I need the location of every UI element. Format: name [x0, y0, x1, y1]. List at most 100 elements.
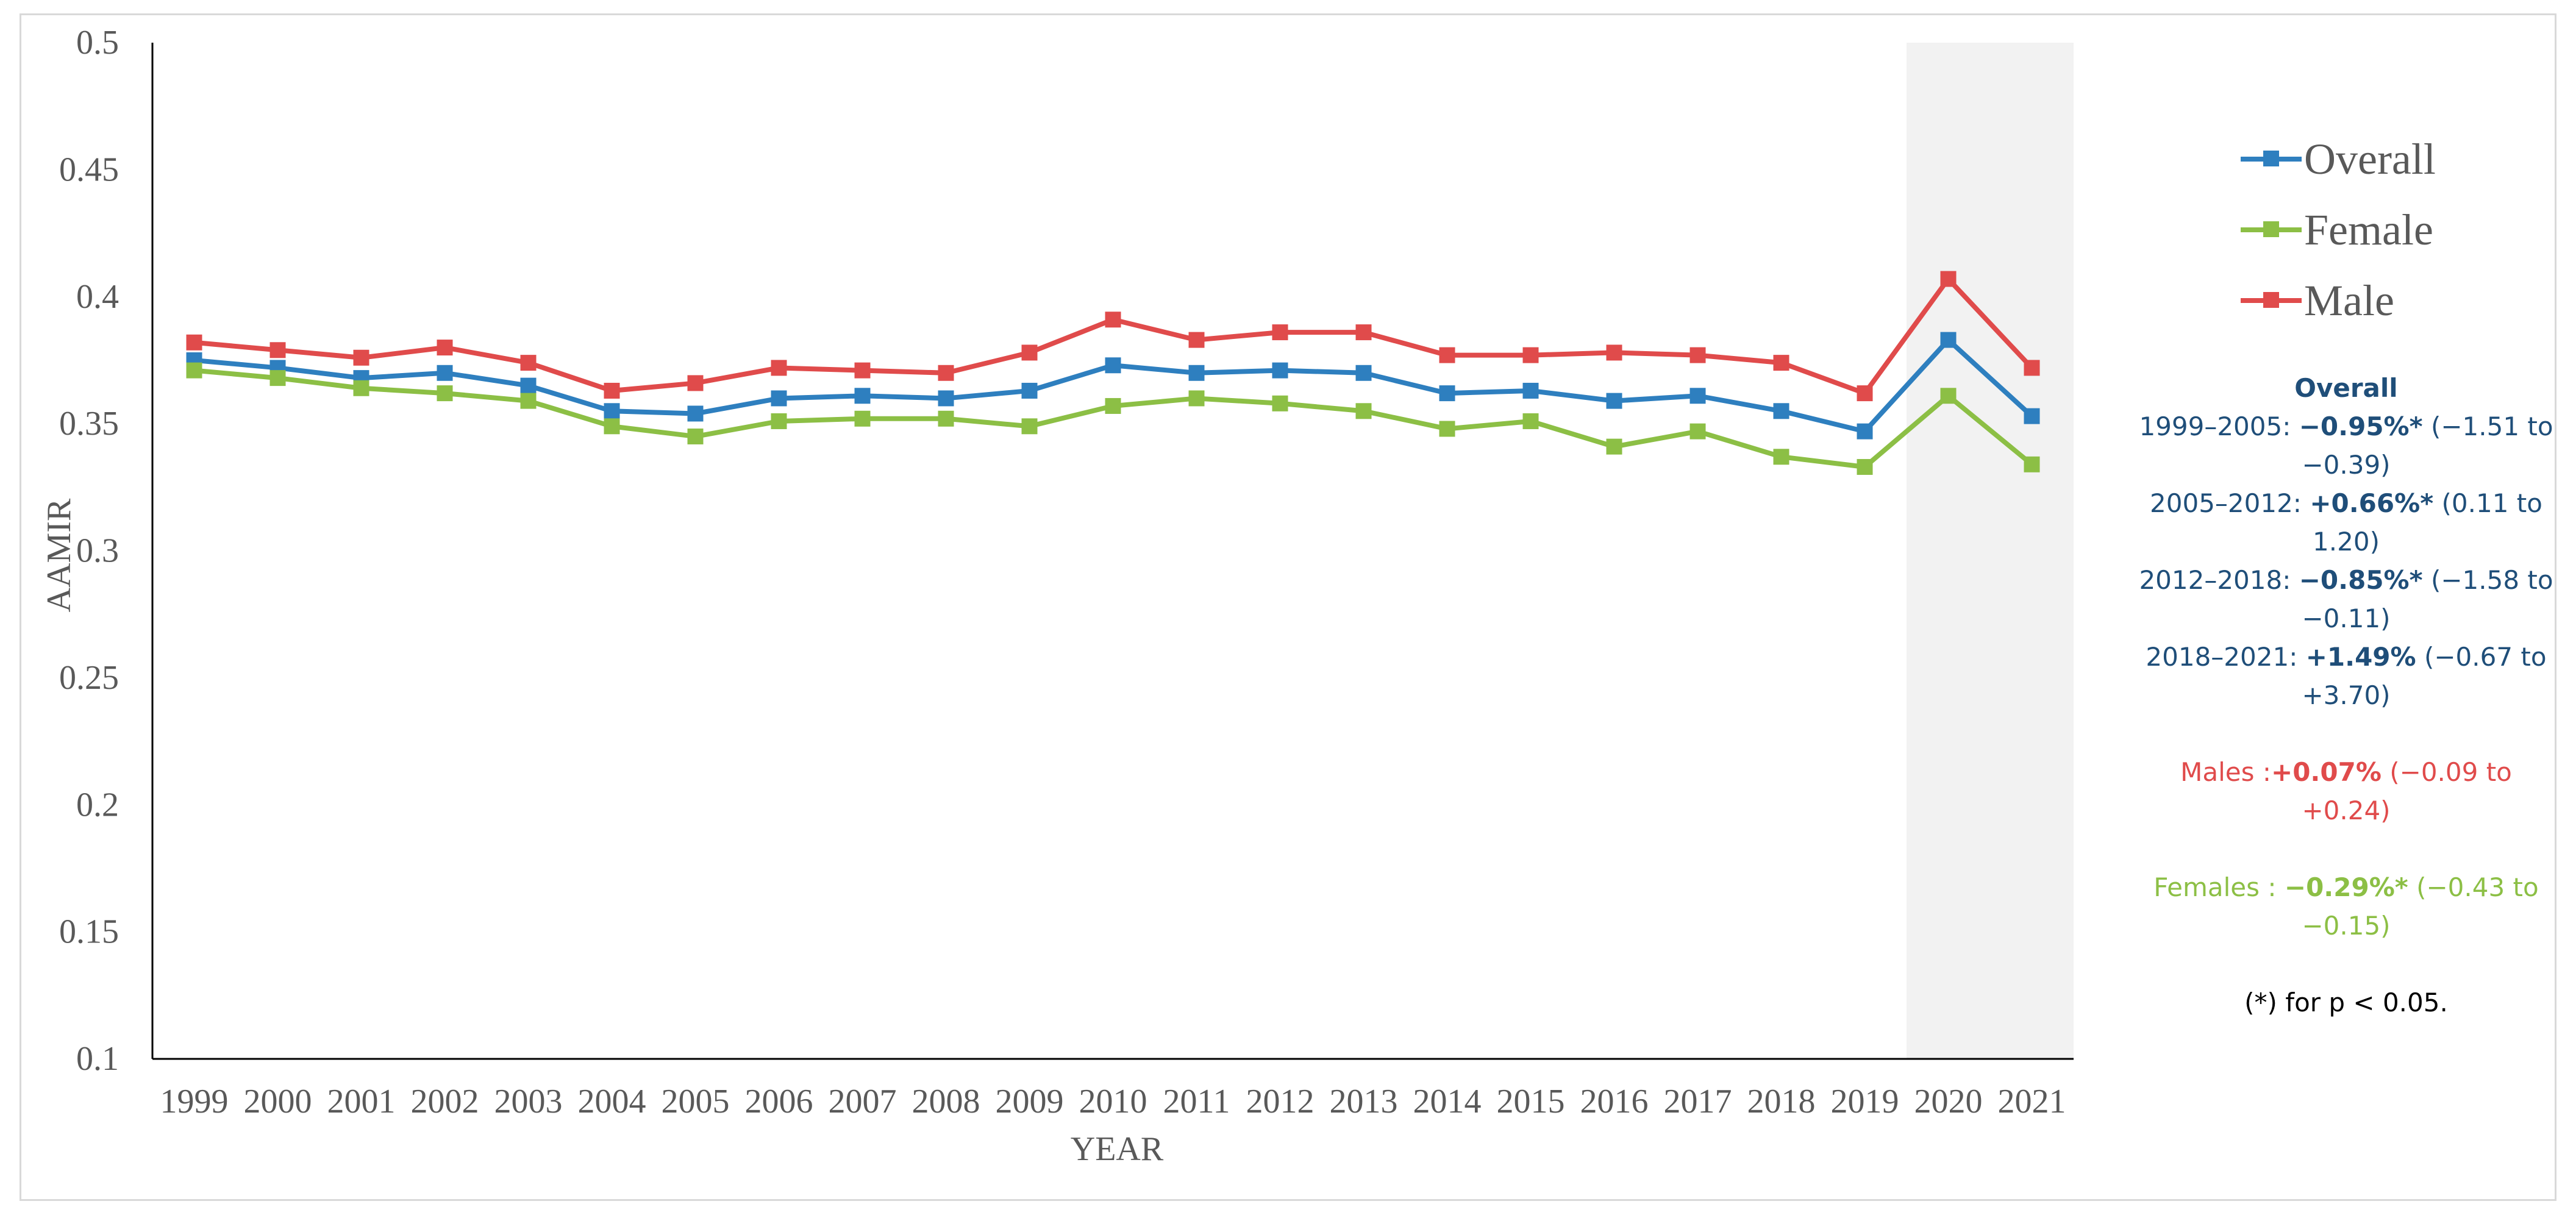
data-point-male — [771, 360, 787, 376]
legend-label: Male — [2304, 276, 2394, 325]
data-point-overall — [520, 377, 537, 394]
overall-trend-row: 2018–2021: +1.49% (−0.67 to +3.70) — [2136, 638, 2556, 714]
data-point-female — [1105, 397, 1121, 414]
x-tick-label: 2006 — [745, 1083, 813, 1120]
data-point-male — [687, 375, 704, 391]
trend-period: 2005–2012: — [2150, 488, 2310, 518]
x-tick-label: 2008 — [912, 1083, 980, 1120]
data-point-overall — [1857, 423, 1873, 440]
data-point-overall — [854, 388, 871, 404]
x-tick-label: 2013 — [1330, 1083, 1398, 1120]
trend-notes: Overall 1999–2005: −0.95%* (−1.51 to −0.… — [2136, 369, 2556, 1022]
data-point-male — [1439, 347, 1455, 363]
y-tick-label: 0.5 — [76, 24, 119, 62]
x-tick-label: 2016 — [1580, 1083, 1649, 1120]
data-point-overall — [1439, 385, 1455, 402]
males-note-value: +0.07% — [2271, 757, 2382, 787]
data-point-male — [1272, 324, 1288, 341]
x-tick-label: 2020 — [1914, 1083, 1983, 1120]
data-point-female — [353, 380, 369, 396]
data-point-female — [771, 413, 787, 429]
data-point-overall — [1773, 403, 1789, 419]
trend-apc: +0.66%* — [2310, 488, 2434, 518]
data-point-female — [2024, 456, 2040, 472]
x-tick-label: 2003 — [494, 1083, 563, 1120]
females-note-ci: (−0.43 to −0.15) — [2302, 872, 2539, 941]
x-tick-label: 2014 — [1413, 1083, 1482, 1120]
data-point-male — [1606, 344, 1622, 361]
trend-apc: +1.49% — [2305, 642, 2416, 672]
males-note: Males :+0.07% (−0.09 to +0.24) — [2136, 753, 2556, 830]
data-point-female — [1522, 413, 1539, 429]
trend-apc: −0.95%* — [2299, 411, 2423, 441]
x-tick-label: 2019 — [1831, 1083, 1899, 1120]
overall-notes-title: Overall — [2294, 373, 2398, 403]
x-tick-label: 1999 — [160, 1083, 229, 1120]
y-tick-label: 0.3 — [76, 532, 119, 570]
data-point-male — [1355, 324, 1372, 341]
series-male — [186, 271, 2040, 402]
data-point-female — [269, 370, 286, 386]
legend-label: Overall — [2304, 135, 2436, 183]
males-note-ci: (−0.09 to +0.24) — [2302, 757, 2512, 825]
trend-ci: (0.11 to 1.20) — [2313, 488, 2542, 557]
y-tick-label: 0.15 — [59, 913, 119, 951]
data-point-overall — [2024, 408, 2040, 424]
data-point-male — [520, 355, 537, 371]
y-tick-label: 0.45 — [59, 151, 119, 188]
legend-label: Female — [2304, 205, 2433, 254]
data-point-female — [1606, 438, 1622, 455]
y-tick-label: 0.1 — [76, 1040, 119, 1078]
data-point-female — [604, 418, 620, 435]
data-point-male — [938, 365, 954, 381]
line-chart: 0.1 0.15 0.2 0.25 0.3 0.35 0.4 0.45 0.5 1999 2000 2… — [40, 24, 2074, 1168]
trend-ci: (−0.67 to +3.70) — [2302, 642, 2547, 710]
data-point-female — [1021, 418, 1038, 435]
trend-period: 1999–2005: — [2139, 411, 2299, 441]
trend-period: 2018–2021: — [2146, 642, 2306, 672]
y-tick-label: 0.4 — [76, 278, 119, 316]
data-point-female — [1188, 390, 1205, 407]
data-point-overall — [1105, 357, 1121, 374]
data-point-female — [854, 410, 871, 427]
x-tick-label: 2011 — [1163, 1083, 1230, 1120]
data-point-male — [1105, 312, 1121, 328]
data-point-overall — [1606, 393, 1622, 409]
trend-period: 2012–2018: — [2139, 565, 2299, 595]
data-point-overall — [1355, 365, 1372, 381]
overall-trend-row: 1999–2005: −0.95%* (−1.51 to −0.39) — [2136, 407, 2556, 484]
x-tick-label: 2010 — [1079, 1083, 1147, 1120]
data-point-overall — [1272, 362, 1288, 379]
data-point-male — [186, 334, 202, 351]
data-point-female — [1773, 449, 1789, 465]
data-point-female — [1689, 423, 1706, 440]
data-point-male — [1940, 271, 1957, 287]
series-overall — [186, 332, 2040, 440]
significance-footnote: (*) for p < 0.05. — [2244, 988, 2448, 1017]
x-axis-label: YEAR — [1071, 1130, 1164, 1168]
data-point-male — [1021, 344, 1038, 361]
data-point-overall — [687, 405, 704, 422]
data-point-overall — [604, 403, 620, 419]
x-tick-label: 2004 — [578, 1083, 646, 1120]
chart-frame: 0.1 0.15 0.2 0.25 0.3 0.35 0.4 0.45 0.5 1999 2000 2… — [20, 13, 2556, 1201]
data-point-female — [1940, 388, 1957, 404]
data-point-male — [1689, 347, 1706, 363]
data-point-male — [1857, 385, 1873, 402]
series-female — [186, 362, 2040, 475]
females-note-value: −0.29%* — [2284, 872, 2408, 902]
x-tick-label: 2007 — [829, 1083, 897, 1120]
overall-trend-row: 2005–2012: +0.66%* (0.11 to 1.20) — [2136, 484, 2556, 561]
data-point-female — [520, 393, 537, 409]
data-point-female — [938, 410, 954, 427]
data-point-male — [353, 349, 369, 366]
x-tick-label: 2012 — [1246, 1083, 1315, 1120]
y-tick-label: 0.2 — [76, 786, 119, 824]
data-point-overall — [771, 390, 787, 407]
data-point-male — [1773, 355, 1789, 371]
data-point-overall — [938, 390, 954, 407]
shaded-region — [1907, 43, 2074, 1059]
overall-trend-row: 2012–2018: −0.85%* (−1.58 to −0.11) — [2136, 561, 2556, 638]
x-tick-label: 2015 — [1497, 1083, 1565, 1120]
x-tick-label: 2021 — [1998, 1083, 2066, 1120]
